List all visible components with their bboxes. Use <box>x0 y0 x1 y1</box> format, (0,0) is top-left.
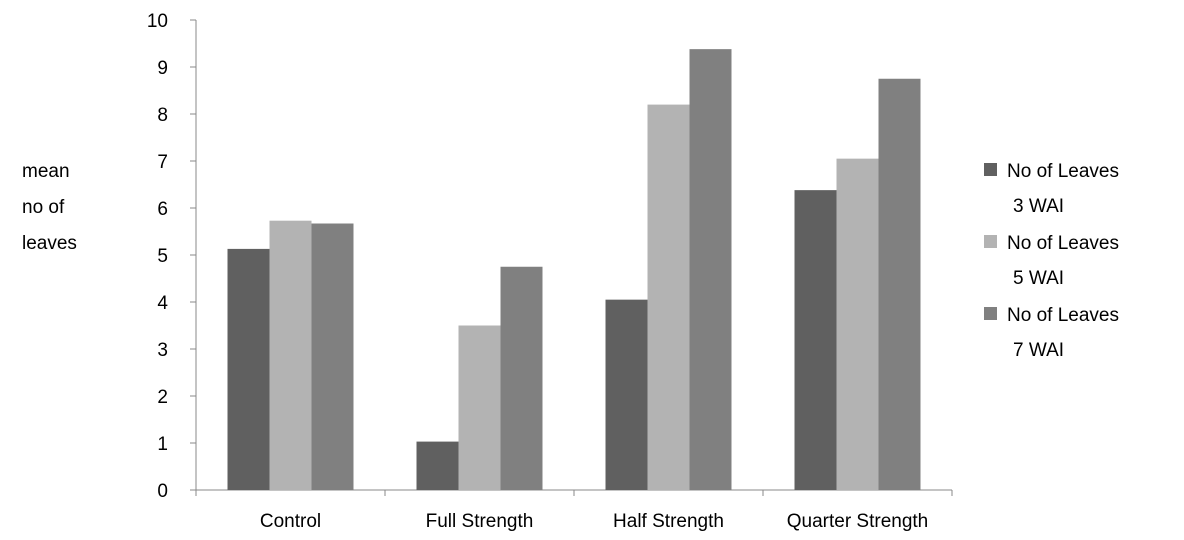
y-tick-label: 8 <box>157 105 168 126</box>
y-tick-label: 10 <box>147 11 168 32</box>
bar <box>794 190 837 490</box>
legend-label: No of Leaves <box>1007 305 1119 326</box>
legend-label: 3 WAI <box>1013 196 1064 217</box>
bar <box>500 266 543 490</box>
bar <box>311 223 354 490</box>
y-tick-label: 2 <box>157 387 168 408</box>
x-axis: Control Full Strength Half Strength Quarter… <box>195 489 953 532</box>
y-tick-label: 1 <box>157 434 168 455</box>
legend-label: No of Leaves <box>1007 161 1119 182</box>
legend-swatch <box>984 235 997 248</box>
y-axis-title: mean no of leaves <box>22 161 77 254</box>
y-tick-label: 0 <box>157 481 168 502</box>
x-category-label: Quarter Strength <box>787 511 929 532</box>
bar <box>647 104 690 490</box>
legend-swatch <box>984 307 997 320</box>
y-tick-label: 6 <box>157 199 168 220</box>
y-tick-label: 5 <box>157 246 168 267</box>
y-axis-title-line: leaves <box>22 233 77 254</box>
legend: No of Leaves 3 WAI No of Leaves 5 WAI No of … <box>984 161 1119 361</box>
bar <box>269 220 312 490</box>
legend-label: No of Leaves <box>1007 233 1119 254</box>
y-axis-title-line: no of <box>22 197 65 218</box>
bar <box>458 325 501 490</box>
bar <box>227 248 270 490</box>
x-category-label: Half Strength <box>613 511 724 532</box>
y-tick-label: 4 <box>157 293 168 314</box>
y-axis: 0 1 2 3 4 5 6 7 8 9 10 <box>147 11 197 502</box>
legend-label: 7 WAI <box>1013 340 1064 361</box>
y-tick-label: 3 <box>157 340 168 361</box>
x-category-label: Full Strength <box>426 511 534 532</box>
bar <box>416 441 459 490</box>
legend-swatch <box>984 163 997 176</box>
x-category-label: Control <box>260 511 321 532</box>
bar <box>836 158 879 490</box>
bars <box>227 49 921 490</box>
bar <box>689 49 732 490</box>
y-axis-title-line: mean <box>22 161 70 182</box>
legend-label: 5 WAI <box>1013 268 1064 289</box>
y-tick-label: 7 <box>157 152 168 173</box>
bar <box>605 299 648 490</box>
bar <box>878 78 921 490</box>
y-tick-label: 9 <box>157 58 168 79</box>
